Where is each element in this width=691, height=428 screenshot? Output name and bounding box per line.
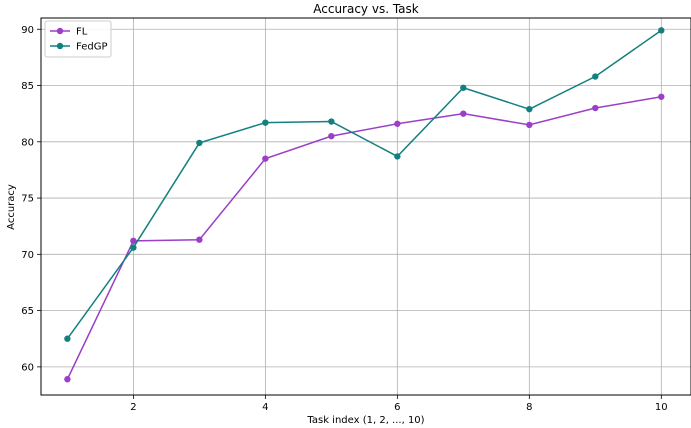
data-point: [460, 84, 467, 91]
data-point: [64, 335, 71, 342]
data-point: [64, 376, 71, 383]
x-tick-label: 4: [262, 402, 268, 413]
y-tick-label: 60: [21, 362, 34, 373]
legend-label: FL: [76, 27, 88, 38]
legend-marker: [56, 27, 64, 35]
data-point: [196, 139, 203, 147]
chart-title: Accuracy vs. Task: [313, 2, 419, 16]
data-point: [262, 119, 269, 126]
x-tick-label: 2: [130, 402, 136, 413]
data-point: [658, 93, 665, 100]
x-tick-label: 10: [655, 402, 668, 413]
series-fl: [64, 93, 665, 383]
y-tick-label: 80: [21, 137, 34, 148]
legend-item-fl: FL: [50, 27, 88, 38]
data-point: [526, 121, 533, 129]
data-point: [130, 244, 137, 251]
x-tick-label: 8: [526, 402, 532, 413]
data-point: [658, 27, 665, 34]
x-tick-label: 6: [394, 402, 400, 413]
y-tick-label: 90: [21, 25, 34, 36]
series-fedgp: [64, 27, 665, 342]
legend-item-fedgp: FedGP: [50, 42, 107, 53]
data-point: [592, 73, 599, 80]
legend-label: FedGP: [76, 42, 107, 53]
series-line-fedgp: [66, 29, 662, 340]
series-line-fl: [66, 96, 662, 380]
data-point: [394, 153, 401, 160]
plot-frame: [40, 17, 691, 396]
data-point: [526, 105, 533, 113]
data-point: [328, 118, 335, 125]
y-axis: 60 65 70 75 80 85 90: [21, 25, 41, 373]
data-point: [262, 155, 269, 162]
grid: [41, 18, 691, 395]
y-tick-label: 65: [21, 306, 34, 317]
data-point: [394, 120, 401, 127]
data-point: [196, 236, 203, 243]
data-point: [460, 110, 467, 117]
y-tick-label: 75: [21, 194, 34, 205]
data-point: [592, 104, 599, 112]
data-point: [130, 237, 137, 245]
legend-marker: [56, 42, 64, 50]
x-axis: 2 4 6 8 10: [130, 395, 668, 413]
y-axis-label: Accuracy: [6, 184, 17, 230]
y-tick-label: 85: [21, 81, 34, 92]
legend: FL FedGP: [44, 20, 112, 58]
series-layer: [64, 27, 665, 383]
data-point: [328, 132, 335, 140]
y-tick-label: 70: [21, 250, 34, 261]
x-axis-label: Task index (1, 2, ..., 10): [306, 415, 424, 426]
